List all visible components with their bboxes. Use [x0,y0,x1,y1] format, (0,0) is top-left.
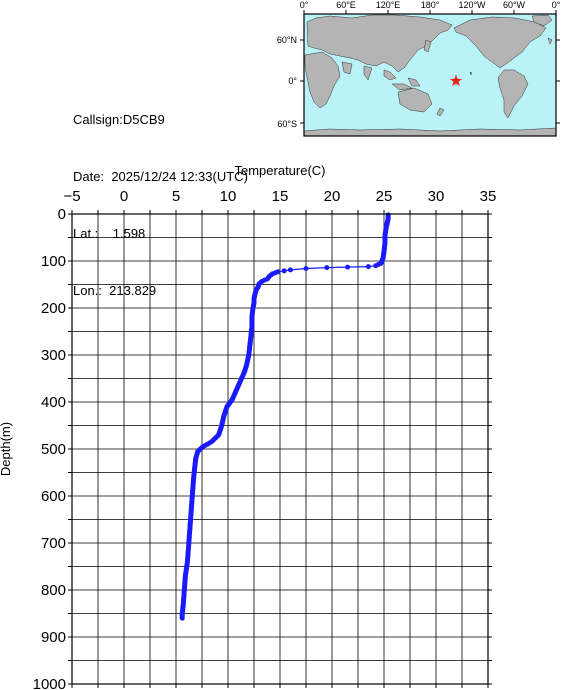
profile-point [365,264,371,270]
map-lon-tick-180: 180° [421,0,440,10]
lon-value: 213.829 [109,283,157,298]
x-tick-label: 0 [120,188,128,205]
x-tick-label: −5 [63,188,80,205]
y-tick-label: 600 [41,488,66,505]
map-lat-tick-0: 0° [288,76,297,86]
y-tick-label: 1000 [33,676,66,690]
map-lon-tick-60w: 60°W [503,0,526,10]
y-tick-label: 0 [58,206,66,223]
callsign-row: Callsign:D5CB9 [73,110,248,129]
profile-point [324,265,330,271]
y-tick-label: 700 [41,535,66,552]
x-tick-label: 15 [272,188,289,205]
callsign-label: Callsign: [73,112,123,127]
profile-point [179,615,185,621]
y-axis-label: Depth(m) [0,422,13,476]
station-info: Callsign:D5CB9 Date: 2025/12/24 12:33(UT… [73,72,248,319]
x-tick-label: 25 [376,188,393,205]
map-lat-tick-60s: 60°S [277,119,297,129]
map-lon-tick-60e: 60°E [336,0,356,10]
temperature-depth-chart: −5 0 5 10 15 20 25 30 35 01002003004005006007008… [0,163,496,690]
map-landmasses [303,14,557,137]
y-tick-label: 400 [41,394,66,411]
lat-label: Lat.: [73,226,99,241]
lon-row: Lon.: 213.829 [73,281,248,300]
map-frame-ticks [300,10,560,124]
map-lat-tick-60n: 60°N [277,35,297,45]
chart-grid [71,213,489,685]
profile-point [303,266,309,271]
profile-point [281,268,287,274]
profile-point [287,267,293,273]
y-tick-label: 200 [41,300,66,317]
date-value: 2025/12/24 12:33(UTC) [111,169,248,184]
lat-row: Lat.: 1.598 [73,224,248,243]
x-axis-label: Temperature(C) [234,163,325,178]
x-tick-label: 20 [324,188,341,205]
lat-value: 1.598 [112,226,146,241]
profile-point [345,264,351,270]
lon-label: Lon.: [73,283,102,298]
y-tick-label: 800 [41,582,66,599]
plot-frame [71,213,489,685]
profile-point [373,263,379,269]
x-tick-label: 30 [428,188,445,205]
y-tick-label: 300 [41,347,66,364]
map-lon-tick-0: 0° [300,0,309,10]
map-lon-tick-120e: 120°E [376,0,401,10]
y-tick-label: 500 [41,441,66,458]
x-tick-label: 5 [172,188,180,205]
map-lon-tick-0-end: 0° [552,0,561,10]
profile-series [179,212,391,621]
y-tick-label: 100 [41,253,66,270]
x-tick-label: 10 [220,188,237,205]
date-row: Date: 2025/12/24 12:33(UTC) [73,167,248,186]
date-label: Date: [73,169,105,184]
y-axis-ticks: 0 100 200 300 400 500 600 700 800 900 1000 [33,206,492,690]
x-axis-ticks: −5 0 5 10 15 20 25 30 35 [63,188,496,688]
world-map: 0° 60°E 120°E 180° 120°W 60°W 0° 60°N 0°… [277,0,561,137]
callsign-value: D5CB9 [122,112,165,127]
red-star-icon [449,74,463,87]
map-lon-tick-120w: 120°W [458,0,486,10]
x-tick-label: 35 [480,188,497,205]
y-tick-label: 900 [41,629,66,646]
